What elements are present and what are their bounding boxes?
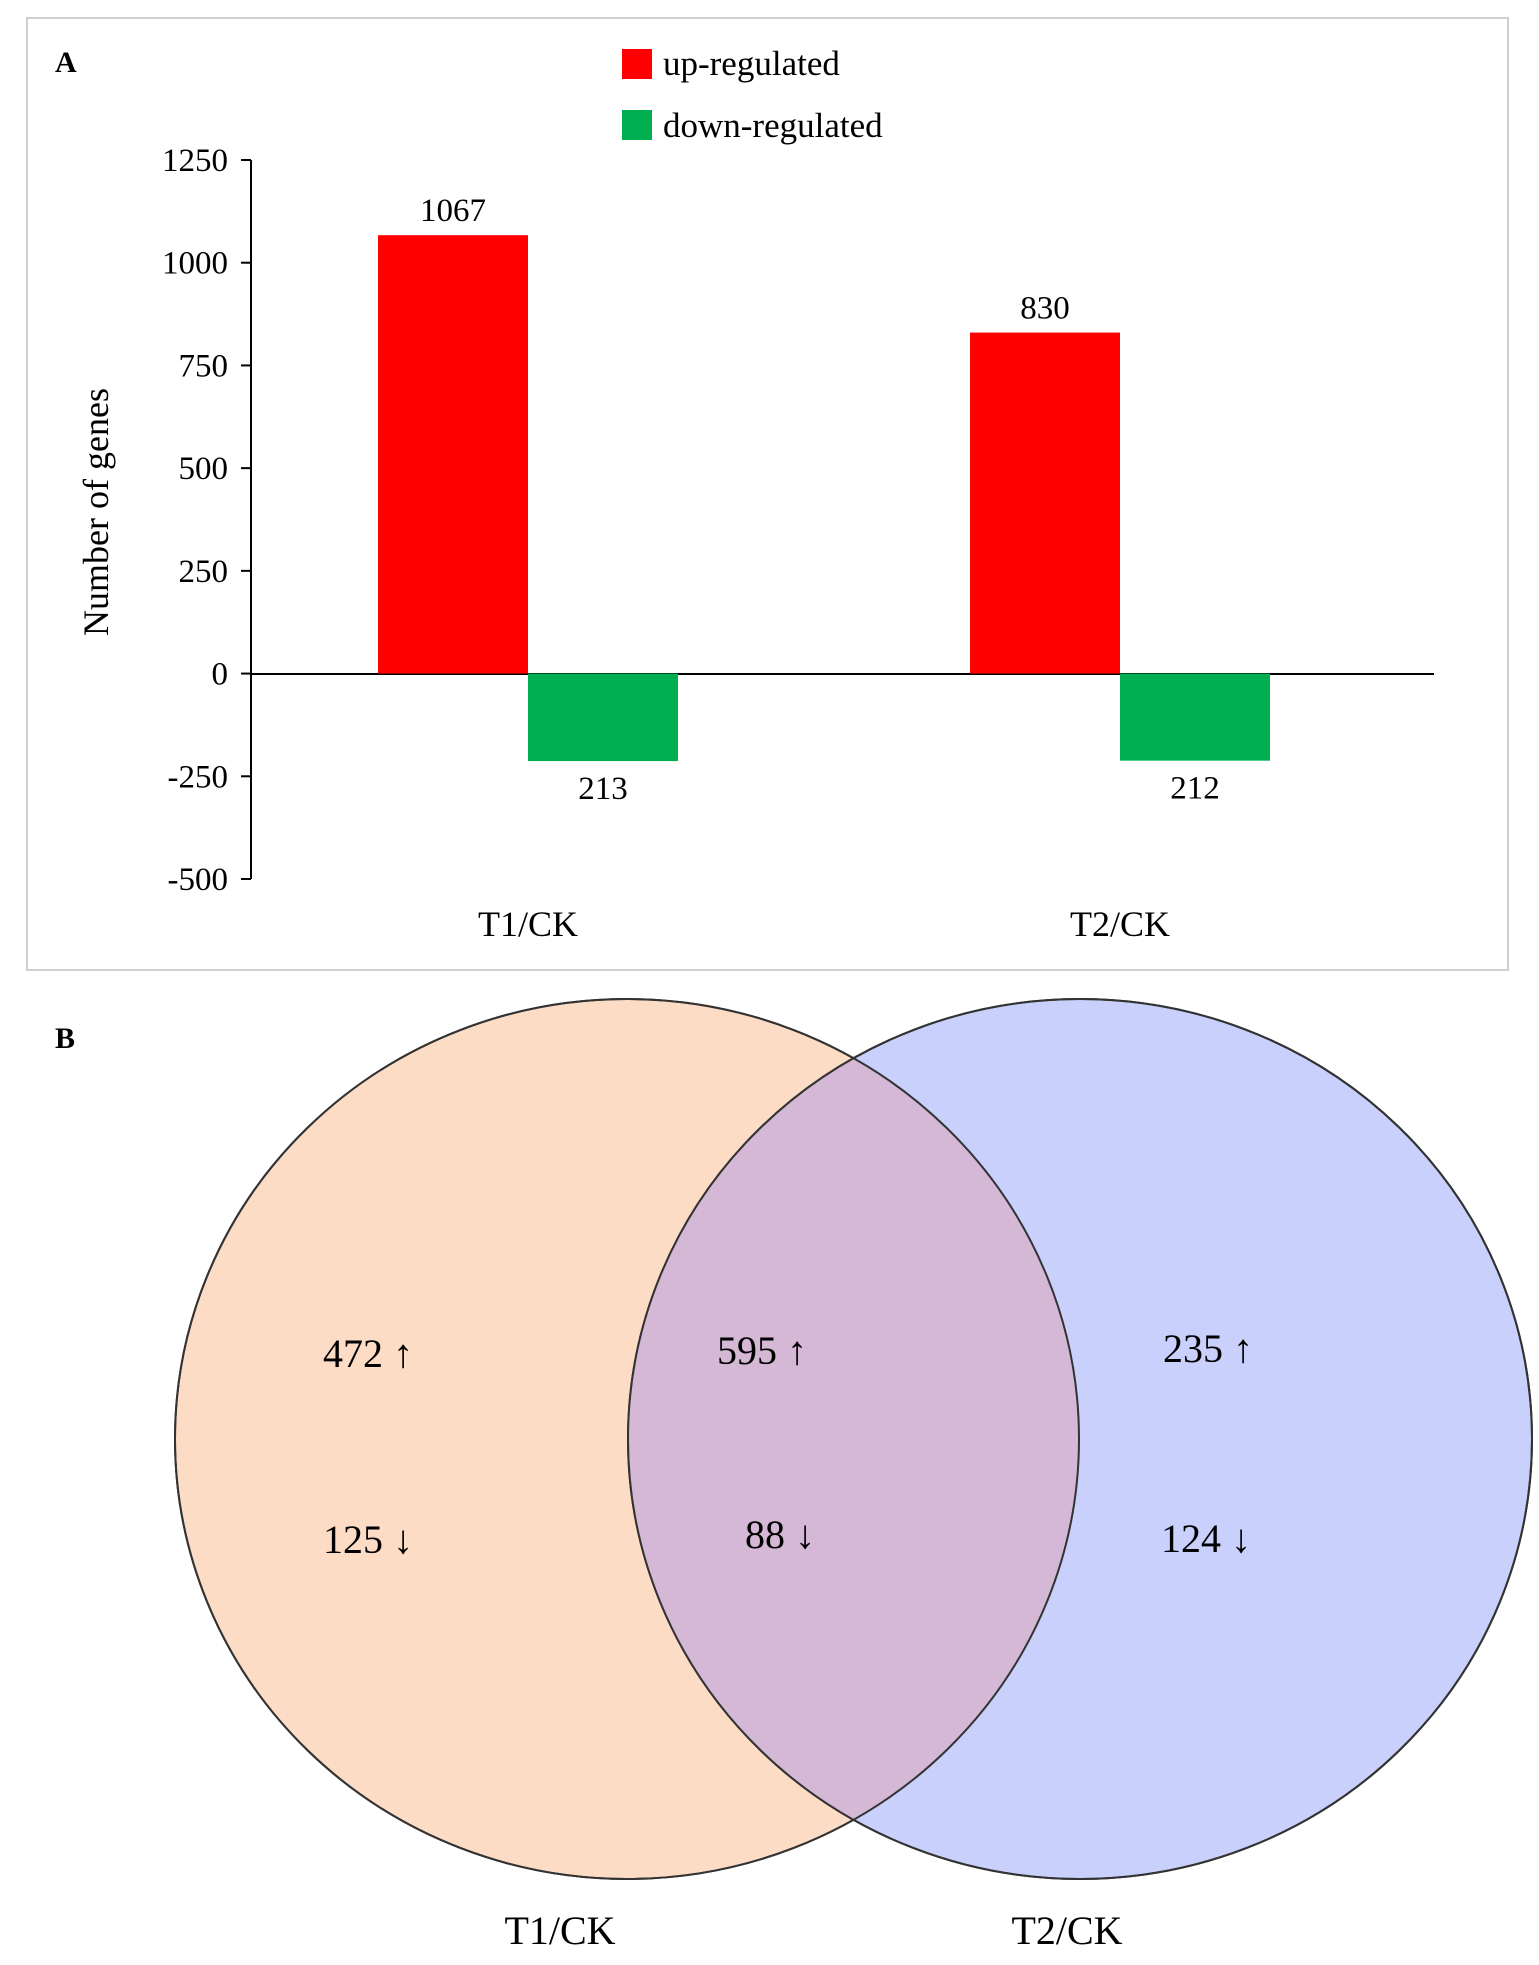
venn-t1-only-up: 472 ↑ — [323, 1331, 413, 1376]
y-tick-label: -500 — [168, 862, 229, 898]
y-tick-label: 1000 — [162, 246, 228, 282]
venn-outline-t1-ck — [174, 998, 1080, 1880]
panel-a-frame — [26, 17, 1509, 971]
venn-set-label-t2-ck: T2/CK — [1011, 1908, 1122, 1953]
bar-down-regulated-t2-ck — [1120, 673, 1270, 761]
panel-b-label: B — [55, 1022, 75, 1055]
y-tick-label: 500 — [179, 451, 229, 487]
venn-t1-only-down: 125 ↓ — [323, 1517, 413, 1562]
panel-a-bar-chart: A up-regulated down-regulated Number of … — [26, 17, 1509, 971]
legend-swatch-down-regulated — [622, 110, 652, 140]
venn-t2-only-up: 235 ↑ — [1163, 1326, 1253, 1371]
venn-overlap-down: 88 ↓ — [745, 1512, 815, 1557]
data-label-down-regulated-t1-ck: 213 — [578, 771, 628, 807]
y-tick-label: 1250 — [162, 143, 228, 179]
venn-overlap-region — [628, 999, 1079, 1879]
category-label-t1-ck: T1/CK — [478, 904, 578, 944]
venn-overlap-up: 595 ↑ — [717, 1328, 807, 1373]
y-tick-label: 250 — [179, 554, 229, 590]
y-tick-label: -250 — [168, 759, 229, 795]
bar-up-regulated-t1-ck — [378, 235, 528, 674]
data-labels: 1067 213 830 212 — [420, 193, 1220, 807]
data-label-up-regulated-t2-ck: 830 — [1020, 291, 1070, 327]
bars — [378, 235, 1270, 762]
legend-swatch-up-regulated — [622, 49, 652, 79]
bar-up-regulated-t2-ck — [970, 332, 1120, 674]
venn-outline-t2-ck — [627, 998, 1533, 1880]
y-tick-label: 0 — [212, 657, 229, 693]
legend-label-up-regulated: up-regulated — [663, 44, 840, 83]
data-label-up-regulated-t1-ck: 1067 — [420, 193, 486, 229]
venn-t2-only-down: 124 ↓ — [1161, 1516, 1251, 1561]
panel-b-venn-diagram: B 472 ↑ 125 ↓ 595 ↑ 88 ↓ 235 ↑ 124 ↓ T1/… — [55, 998, 1533, 1953]
panel-a-label: A — [55, 46, 77, 79]
y-ticks: 1250 1000 750 500 250 0 -250 -500 — [162, 143, 251, 898]
bar-down-regulated-t1-ck — [528, 673, 678, 762]
y-tick-label: 750 — [179, 348, 229, 384]
category-label-t2-ck: T2/CK — [1070, 904, 1170, 944]
y-axis-label: Number of genes — [76, 388, 116, 636]
data-label-down-regulated-t2-ck: 212 — [1170, 771, 1220, 807]
legend-label-down-regulated: down-regulated — [663, 106, 883, 145]
legend: up-regulated down-regulated — [622, 44, 883, 145]
venn-set-label-t1-ck: T1/CK — [504, 1908, 615, 1953]
